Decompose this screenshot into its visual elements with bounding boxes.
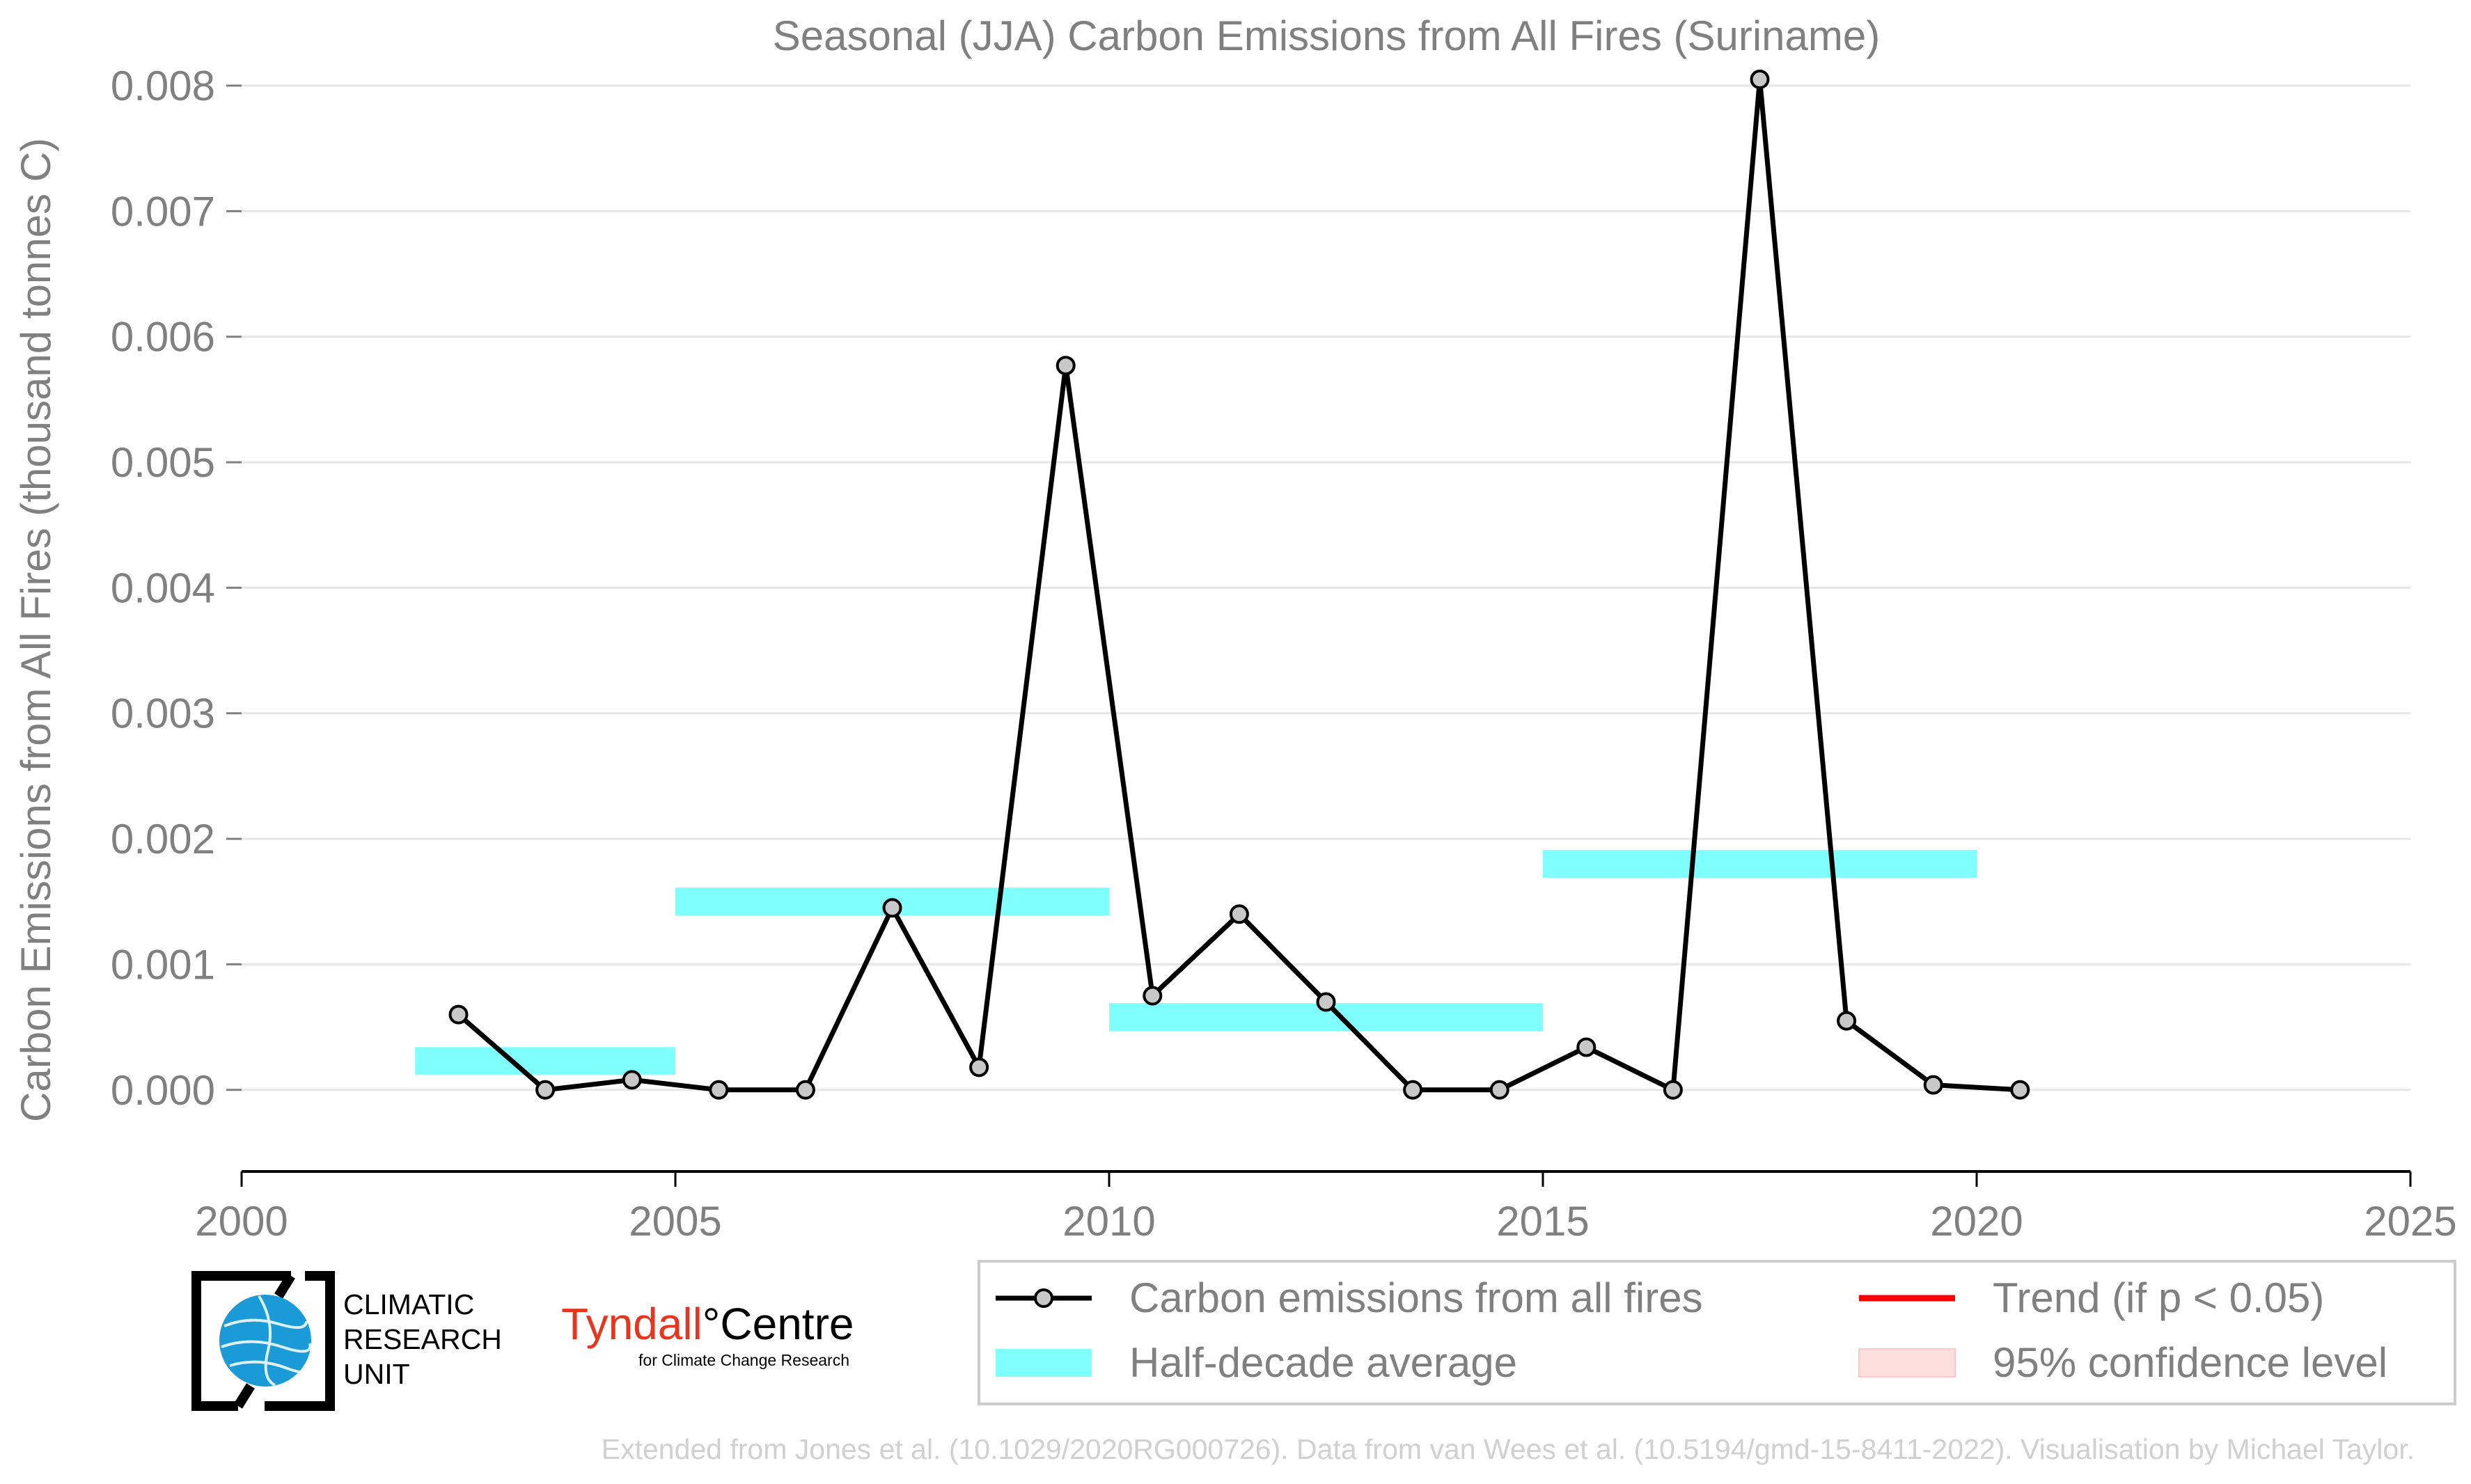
half-decade-band [1543,850,1977,878]
gridlines [242,84,2410,1091]
emissions-point [709,1080,729,1100]
y-tick-label: 0.003 [111,690,215,737]
tyndall-logo-tagline: for Climate Change Research [638,1351,849,1369]
cru-logo: CLIMATIC RESEARCH UNIT [191,1271,502,1411]
y-tick-label: 0.007 [111,188,215,235]
y-tick-label: 0.005 [111,439,215,486]
legend-label-emissions: Carbon emissions from all fires [1129,1274,1703,1321]
emissions-point [1837,1011,1857,1031]
emissions-point [2010,1080,2030,1100]
cru-logo-line2: RESEARCH [343,1323,502,1355]
emissions-point [1663,1080,1683,1100]
legend: Carbon emissions from all fires Half-dec… [978,1260,2456,1405]
x-tick-label: 2005 [629,1198,721,1245]
tyndall-logo-name-red: Tyndall [561,1299,703,1349]
y-tick-label: 0.006 [111,314,215,361]
emissions-point [1316,992,1336,1012]
x-tick-label: 2025 [2364,1198,2456,1245]
cru-logo-slash-bottom [234,1383,255,1409]
series-layer [448,70,2030,1100]
x-tick-label: 2010 [1062,1198,1155,1245]
emissions-point [1923,1075,1943,1095]
legend-label-half-decade: Half-decade average [1129,1339,1517,1386]
y-tick-label: 0.001 [111,941,215,988]
cru-logo-frame [191,1271,335,1411]
tyndall-logo-name: Tyndall°Centre [561,1299,854,1349]
emissions-point [969,1057,989,1078]
legend-swatch-half-decade [996,1349,1092,1377]
emissions-point [448,1004,469,1025]
legend-label-confidence: 95% confidence level [1993,1339,2387,1386]
emissions-point [795,1080,815,1100]
y-axis-label: Carbon Emissions from All Fires (thousan… [13,138,59,1122]
emissions-point [1489,1080,1509,1100]
legend-swatch-confidence [1858,1348,1956,1378]
cru-logo-line3: UNIT [343,1358,410,1390]
emissions-point [1403,1080,1423,1100]
half-decade-band [415,1047,675,1075]
tyndall-logo-name-black: Centre [720,1299,854,1349]
emissions-point [1576,1037,1597,1057]
globe-icon-lines [221,1295,312,1387]
emissions-point [1056,356,1076,376]
y-tick-label: 0.002 [111,816,215,862]
emissions-point [622,1070,642,1090]
x-tick-label: 2015 [1496,1198,1589,1245]
y-tick-label: 0.004 [111,565,215,611]
legend-swatch-emissions-marker [1034,1288,1053,1308]
emissions-point [1143,986,1163,1006]
emissions-point [1229,904,1249,924]
y-tick-label: 0.000 [111,1067,215,1114]
legend-label-trend: Trend (if p < 0.05) [1993,1274,2324,1321]
footer-credit: Extended from Jones et al. (10.1029/2020… [602,1433,2415,1465]
emissions-point [535,1080,556,1100]
cru-logo-line1: CLIMATIC [343,1288,474,1320]
cru-logo-slash-top [274,1273,295,1299]
legend-frame [978,1260,2456,1405]
axes: 0.000 0.001 0.002 0.003 0.004 0.005 0.006 0.007… [111,63,2457,1245]
tyndall-logo-degree: ° [703,1299,721,1349]
chart-title: Seasonal (JJA) Carbon Emissions from All… [773,13,1881,59]
emissions-point [882,898,902,918]
x-tick-label: 2000 [195,1198,288,1245]
tyndall-logo: Tyndall°Centre for Climate Change Resear… [561,1299,854,1369]
y-tick-label: 0.008 [111,63,215,109]
x-tick-label: 2020 [1930,1198,2023,1245]
emissions-point [1750,70,1770,90]
